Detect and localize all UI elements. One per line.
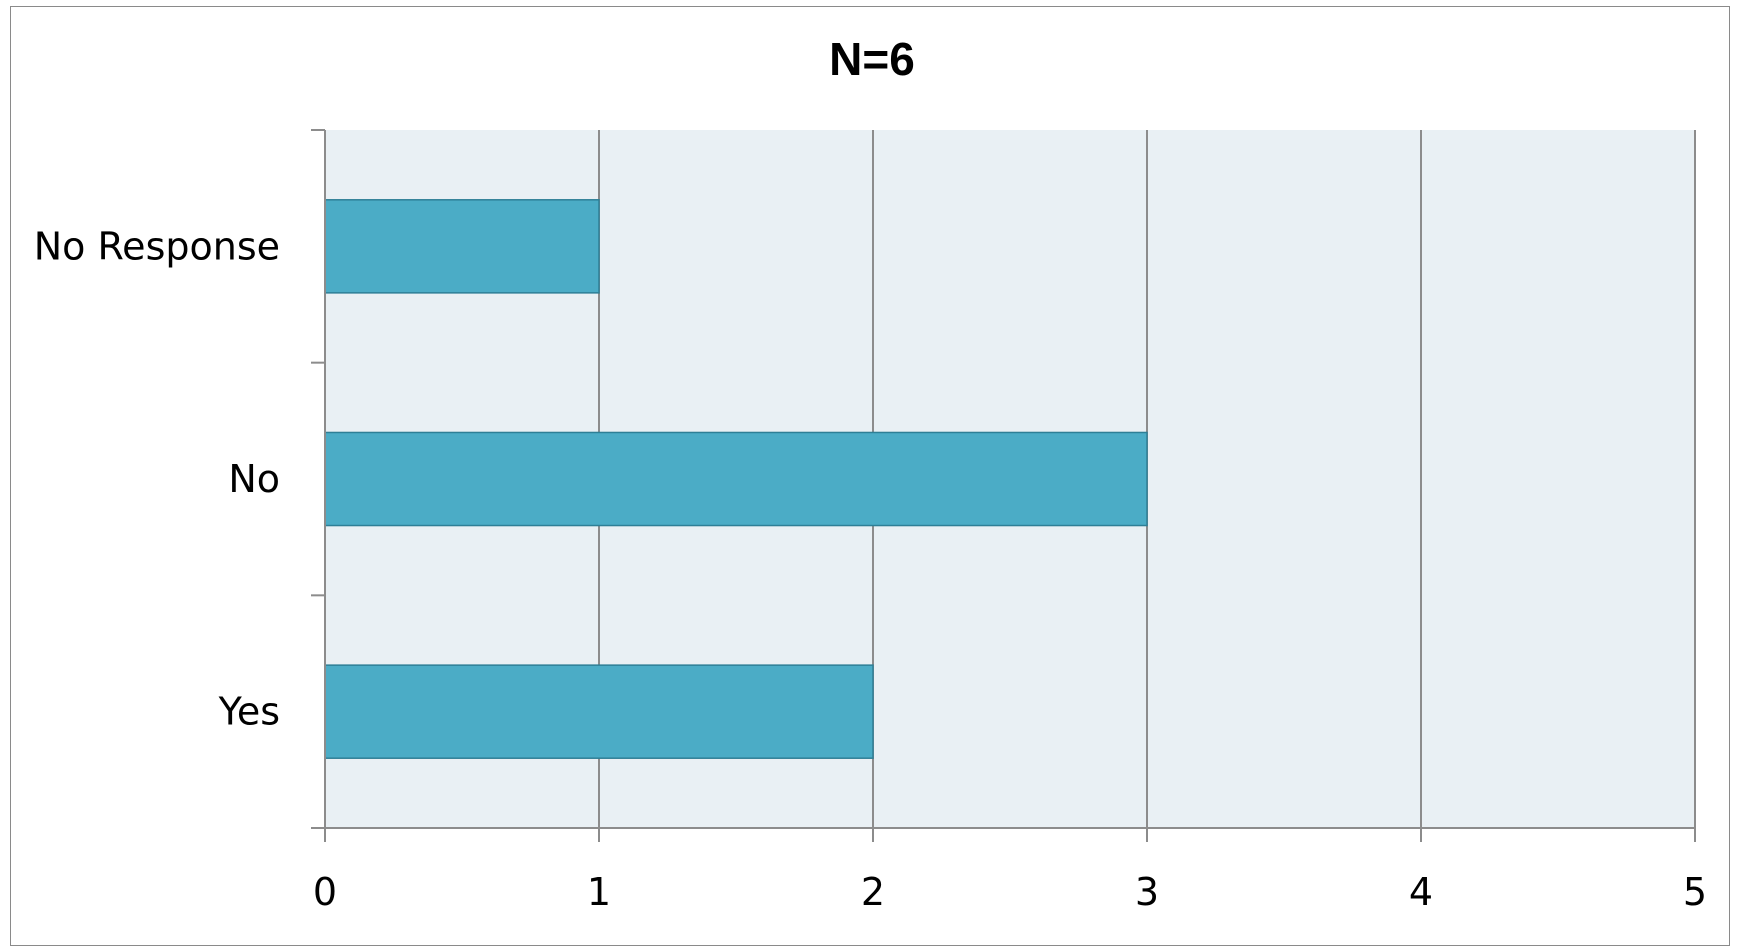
bar-no — [324, 431, 1148, 527]
x-tick-label-0: 0 — [313, 870, 337, 914]
bar-no-response — [324, 199, 600, 294]
y-tick-label-no-response: No Response — [34, 224, 280, 268]
x-tick-label-2: 2 — [861, 870, 885, 914]
bars — [324, 199, 1148, 759]
x-tick-label-5: 5 — [1683, 870, 1707, 914]
axes — [311, 129, 1696, 842]
tick-labels: Yes No No Response 0 1 2 3 4 5 — [34, 224, 1707, 914]
chart-title: N=6 — [829, 33, 915, 85]
x-tick-label-4: 4 — [1409, 870, 1433, 914]
x-tick-label-1: 1 — [587, 870, 611, 914]
x-tick-label-3: 3 — [1135, 870, 1159, 914]
y-tick-label-no: No — [228, 457, 280, 501]
bar-yes — [324, 664, 874, 759]
y-tick-label-yes: Yes — [218, 690, 280, 734]
